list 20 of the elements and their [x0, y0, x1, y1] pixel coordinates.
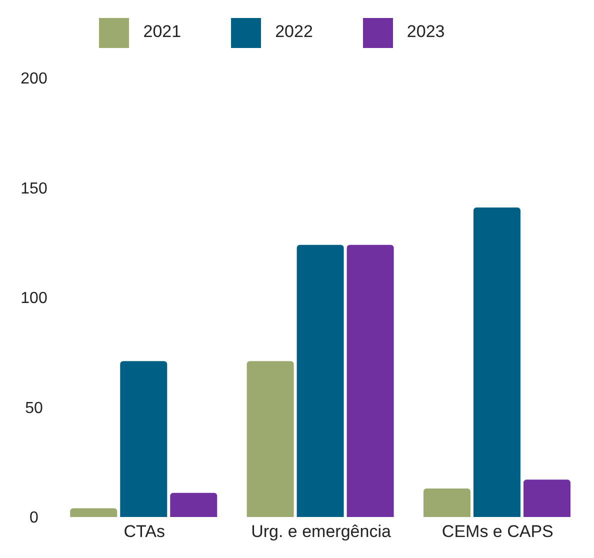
y-tick-label: 50 [25, 400, 43, 417]
bar [296, 244, 344, 517]
legend-label: 2022 [275, 22, 313, 42]
x-tick-label: CTAs [124, 522, 165, 542]
bar [120, 361, 168, 517]
x-tick-label: Urg. e emergência [251, 522, 392, 542]
bar [473, 208, 520, 517]
bar [523, 480, 570, 517]
y-tick-label: 100 [20, 290, 48, 308]
bar [423, 488, 470, 517]
bar [246, 361, 294, 517]
y-tick-label: 0 [30, 510, 39, 527]
x-tick-label: CEMs e CAPS [442, 522, 554, 542]
bar [70, 508, 118, 517]
y-tick-label: 200 [20, 70, 48, 88]
legend-label: 2021 [143, 22, 182, 42]
bar [346, 244, 394, 517]
legend-label: 2023 [406, 22, 445, 42]
bar [170, 492, 218, 517]
y-tick-label: 150 [20, 180, 48, 198]
